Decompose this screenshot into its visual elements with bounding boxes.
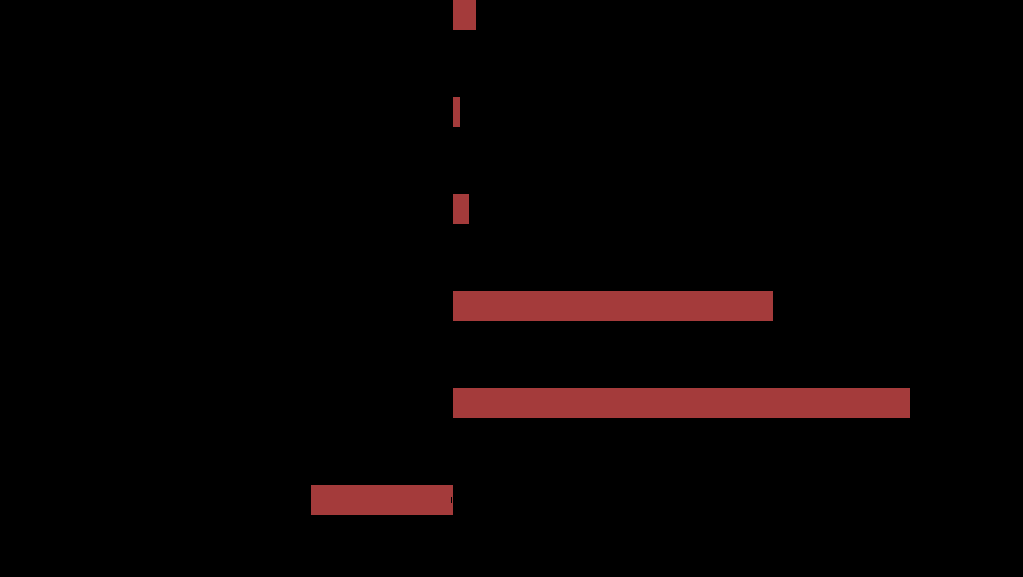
- bar-0: [453, 0, 476, 30]
- bar-4: [453, 388, 910, 418]
- zero-axis-line: [453, 0, 454, 577]
- bar-3: [453, 291, 773, 321]
- horizontal-bar-chart: [0, 0, 1023, 577]
- bar-1: [453, 97, 460, 127]
- bar-5: [311, 485, 453, 515]
- bar-2: [453, 194, 469, 224]
- tick-mark: [451, 497, 452, 503]
